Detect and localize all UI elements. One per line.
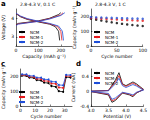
- svg-text:3.5: 3.5: [105, 108, 112, 113]
- svg-text:Current (mA): Current (mA): [71, 73, 76, 103]
- svg-text:3: 3: [11, 34, 14, 39]
- svg-text:100: 100: [34, 48, 43, 53]
- svg-text:NCM-2: NCM-2: [30, 100, 44, 105]
- svg-text:0: 0: [15, 48, 18, 53]
- svg-text:0: 0: [90, 48, 93, 53]
- svg-text:100: 100: [138, 48, 147, 53]
- svg-text:NCM-2: NCM-2: [105, 40, 119, 45]
- svg-text:0.4: 0.4: [82, 74, 89, 79]
- svg-text:NCM-1: NCM-1: [105, 34, 119, 40]
- svg-text:Capacity (mAh g⁻¹): Capacity (mAh g⁻¹): [22, 54, 66, 59]
- svg-text:b: b: [76, 0, 81, 8]
- svg-text:30: 30: [62, 108, 68, 113]
- svg-text:2.8-4.3 V, 1 C: 2.8-4.3 V, 1 C: [95, 2, 126, 7]
- svg-text:100: 100: [10, 89, 19, 94]
- svg-text:Cycle number: Cycle number: [101, 54, 132, 59]
- svg-text:Potential (V): Potential (V): [103, 114, 131, 119]
- svg-text:3.0: 3.0: [87, 108, 94, 113]
- svg-text:Cycle number: Cycle number: [31, 114, 62, 119]
- svg-text:NCM: NCM: [30, 89, 40, 95]
- svg-text:NCM: NCM: [105, 29, 115, 35]
- svg-text:d: d: [76, 60, 81, 68]
- svg-text:100: 100: [80, 29, 89, 34]
- svg-text:4.5: 4.5: [140, 108, 147, 113]
- svg-text:Capacity (mAh g⁻¹): Capacity (mAh g⁻¹): [1, 66, 6, 110]
- svg-text:0: 0: [15, 103, 19, 109]
- svg-text:10: 10: [32, 108, 38, 113]
- svg-text:NCM-2: NCM-2: [105, 81, 119, 86]
- svg-text:4.0: 4.0: [122, 108, 129, 113]
- svg-text:a: a: [1, 0, 6, 8]
- svg-text:Voltage (V): Voltage (V): [1, 15, 6, 40]
- svg-text:NCM-1: NCM-1: [105, 75, 119, 81]
- svg-text:20: 20: [47, 108, 53, 113]
- svg-text:NCM: NCM: [30, 29, 40, 35]
- svg-text:200: 200: [57, 48, 66, 53]
- svg-text:2.8-4.3 V, 0.1 C: 2.8-4.3 V, 0.1 C: [20, 2, 55, 7]
- svg-text:Capacity (mAh g⁻¹): Capacity (mAh g⁻¹): [72, 6, 77, 50]
- svg-text:200: 200: [10, 74, 19, 79]
- svg-text:NCM-1: NCM-1: [30, 34, 44, 40]
- svg-text:NCM: NCM: [105, 70, 115, 76]
- svg-text:NCM-1: NCM-1: [30, 94, 44, 100]
- svg-text:0: 0: [19, 108, 22, 113]
- svg-text:0: 0: [86, 43, 89, 49]
- svg-text:50: 50: [114, 48, 120, 53]
- svg-text:4: 4: [11, 16, 14, 21]
- svg-text:c: c: [1, 60, 5, 68]
- svg-text:NCM-2: NCM-2: [30, 40, 44, 45]
- svg-text:-0.4: -0.4: [80, 103, 89, 109]
- svg-text:200: 200: [80, 14, 89, 19]
- svg-text:0: 0: [86, 89, 89, 94]
